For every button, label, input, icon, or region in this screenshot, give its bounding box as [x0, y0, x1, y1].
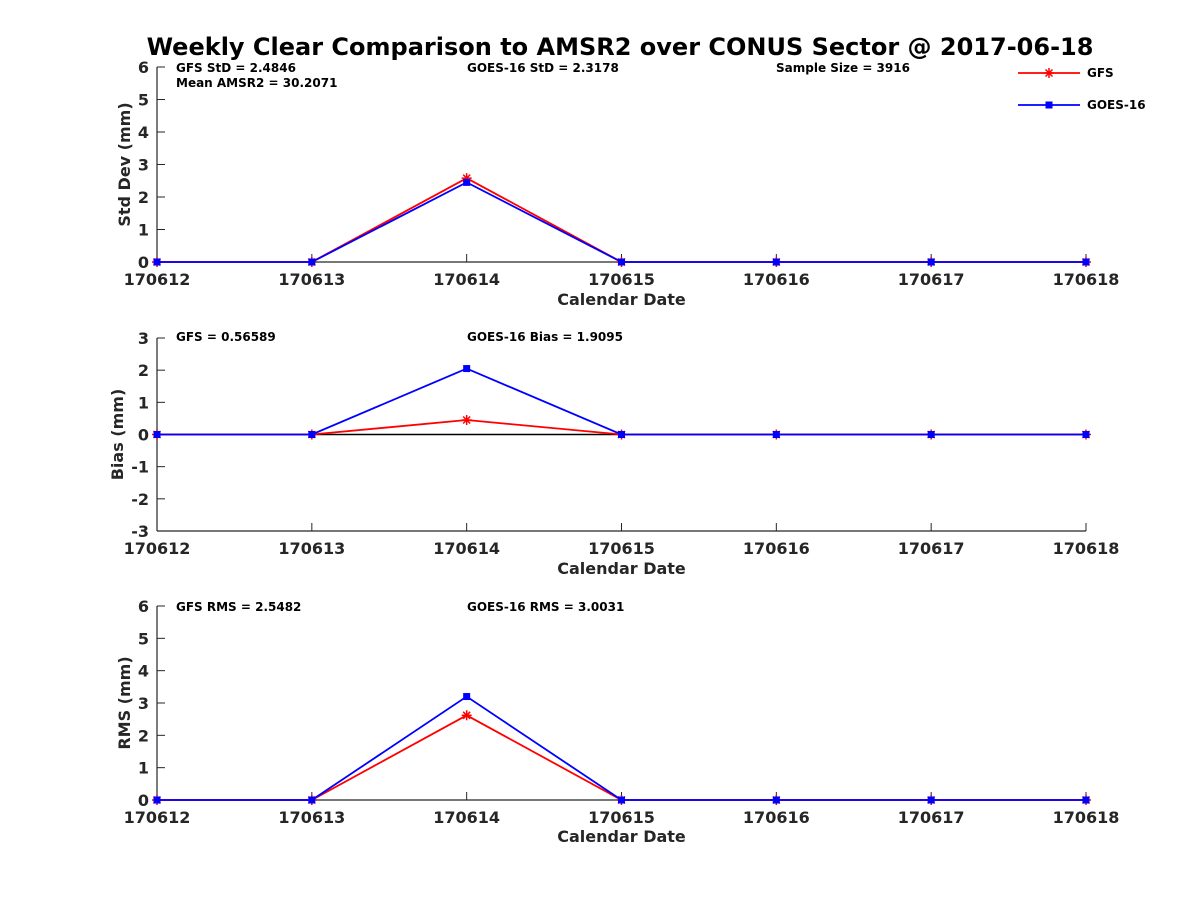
y-tick-label: 6 — [138, 597, 149, 616]
x-tick-label: 170618 — [1053, 270, 1120, 289]
legend-label: GFS — [1087, 66, 1114, 80]
y-axis-label: Std Dev (mm) — [115, 102, 134, 226]
y-tick-label: 3 — [138, 694, 149, 713]
x-tick-label: 170616 — [743, 539, 810, 558]
panel-3: 0 1 2 3 4 5 6 170612 170613 170614 170615 170616 170… — [115, 597, 1119, 846]
stat-annotation: GOES-16 Bias = 1.9095 — [467, 330, 623, 344]
y-tick-label: -2 — [131, 490, 149, 509]
stat-annotation: GFS = 0.56589 — [176, 330, 276, 344]
data-point-goes16 — [772, 796, 780, 804]
legend-marker — [1045, 101, 1053, 109]
y-tick-label: 1 — [138, 759, 149, 778]
y-tick-label: 1 — [138, 393, 149, 412]
legend-item-gfs: GFS — [1018, 66, 1114, 80]
x-tick-label: 170613 — [278, 539, 345, 558]
y-tick-label: 6 — [138, 58, 149, 77]
x-tick-label: 170613 — [278, 808, 345, 827]
data-point-goes16 — [618, 258, 625, 266]
stat-annotation: GFS RMS = 2.5482 — [176, 600, 301, 614]
y-tick-label: 1 — [138, 221, 149, 240]
data-point-goes16 — [463, 693, 471, 701]
data-point-gfs — [461, 710, 472, 721]
y-tick-label: 4 — [138, 662, 149, 681]
data-point-goes16 — [308, 431, 316, 438]
x-tick-label: 170615 — [588, 808, 655, 827]
data-point-goes16 — [308, 258, 316, 266]
stat-annotation: GOES-16 StD = 2.3178 — [467, 61, 619, 75]
x-tick-label: 170617 — [898, 539, 965, 558]
data-point-goes16 — [927, 431, 935, 438]
y-tick-label: 5 — [138, 629, 149, 648]
data-point-goes16 — [1082, 258, 1090, 266]
data-point-goes16 — [618, 431, 625, 438]
data-point-goes16 — [927, 796, 935, 804]
y-tick-label: 2 — [138, 188, 149, 207]
data-point-goes16 — [153, 258, 161, 266]
y-tick-label: -1 — [131, 458, 149, 477]
x-tick-label: 170616 — [743, 808, 810, 827]
x-tick-label: 170617 — [898, 808, 965, 827]
x-tick-label: 170612 — [124, 808, 191, 827]
y-tick-label: 5 — [138, 91, 149, 110]
series-line-gfs — [157, 177, 1086, 263]
y-tick-label: 3 — [138, 156, 149, 175]
y-tick-label: 3 — [138, 329, 149, 348]
x-axis-label: Calendar Date — [557, 559, 686, 578]
legend-item-goes-16: GOES-16 — [1018, 98, 1146, 112]
data-point-goes16 — [463, 178, 471, 186]
data-point-goes16 — [1082, 796, 1090, 804]
data-point-goes16 — [1082, 431, 1090, 438]
x-tick-label: 170615 — [588, 270, 655, 289]
stat-annotation: GFS StD = 2.4846 — [176, 61, 296, 75]
data-point-goes16 — [463, 365, 471, 373]
x-tick-label: 170612 — [124, 270, 191, 289]
data-point-gfs — [461, 415, 472, 426]
y-tick-label: 2 — [138, 361, 149, 380]
figure-title: Weekly Clear Comparison to AMSR2 over CO… — [147, 33, 1094, 61]
data-point-goes16 — [153, 431, 161, 438]
y-axis-label: Bias (mm) — [108, 389, 127, 481]
x-tick-label: 170613 — [278, 270, 345, 289]
legend: GFS GOES-16 — [1018, 66, 1146, 112]
panel-1: 0 1 2 3 4 5 6 170612 170613 170614 170615 170616 170… — [115, 58, 1119, 309]
data-point-goes16 — [927, 258, 935, 266]
data-point-goes16 — [618, 796, 625, 804]
data-point-goes16 — [772, 431, 780, 438]
x-tick-label: 170618 — [1053, 539, 1120, 558]
marker-stroke — [462, 415, 471, 425]
x-tick-label: 170614 — [433, 270, 500, 289]
x-tick-label: 170618 — [1053, 808, 1120, 827]
y-axis-label: RMS (mm) — [115, 656, 134, 749]
data-point-goes16 — [153, 796, 161, 804]
data-point-goes16 — [308, 796, 316, 804]
stat-annotation: GOES-16 RMS = 3.0031 — [467, 600, 624, 614]
stat-annotation: Sample Size = 3916 — [776, 61, 910, 75]
series-line-goes-16 — [157, 695, 1086, 801]
x-tick-label: 170612 — [124, 539, 191, 558]
y-tick-label: 4 — [138, 123, 149, 142]
y-tick-label: -3 — [131, 522, 149, 541]
data-point-goes16 — [772, 258, 780, 266]
stat-annotation: Mean AMSR2 = 30.2071 — [176, 76, 337, 90]
panels: 0 1 2 3 4 5 6 170612 170613 170614 170615 170616 170… — [108, 58, 1119, 846]
marker-stroke — [462, 711, 471, 720]
x-axis-label: Calendar Date — [557, 827, 686, 846]
y-tick-label: 0 — [138, 791, 149, 810]
series-line-goes-16 — [157, 367, 1086, 436]
panel-2: -3 -2 -1 0 1 2 3 170612 170613 170614 170615 170616… — [108, 329, 1119, 578]
legend-marker — [1044, 68, 1054, 78]
x-tick-label: 170616 — [743, 270, 810, 289]
x-tick-label: 170615 — [588, 539, 655, 558]
x-tick-label: 170614 — [433, 808, 500, 827]
x-axis-label: Calendar Date — [557, 290, 686, 309]
y-tick-label: 0 — [138, 253, 149, 272]
x-tick-label: 170614 — [433, 539, 500, 558]
series-line-gfs — [157, 714, 1086, 801]
y-tick-label: 0 — [138, 426, 149, 445]
legend-label: GOES-16 — [1087, 98, 1146, 112]
y-tick-label: 2 — [138, 726, 149, 745]
x-tick-label: 170617 — [898, 270, 965, 289]
series-line-goes-16 — [157, 181, 1086, 263]
